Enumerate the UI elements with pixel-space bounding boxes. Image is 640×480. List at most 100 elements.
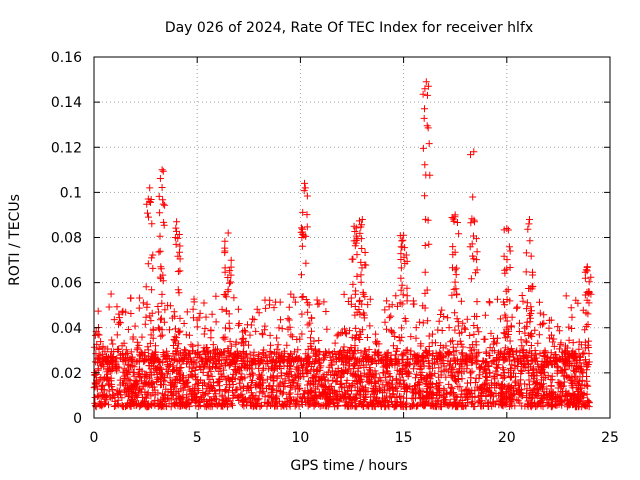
data-point xyxy=(178,355,186,363)
data-point xyxy=(121,388,129,396)
data-point xyxy=(566,398,573,406)
data-point xyxy=(172,240,180,248)
data-point xyxy=(488,389,496,397)
data-point xyxy=(460,357,468,365)
data-point xyxy=(252,327,260,335)
data-point xyxy=(512,373,519,381)
data-point xyxy=(531,399,539,407)
data-point xyxy=(584,310,592,318)
data-point xyxy=(210,393,218,401)
data-point xyxy=(239,394,247,402)
data-point xyxy=(177,349,185,357)
data-point xyxy=(552,401,560,409)
data-point xyxy=(549,389,557,396)
data-point xyxy=(429,330,436,338)
data-point xyxy=(236,364,244,372)
data-point xyxy=(367,367,374,375)
data-point xyxy=(503,323,511,331)
data-point xyxy=(173,227,180,235)
data-point xyxy=(584,361,592,368)
data-point xyxy=(135,341,143,349)
data-point xyxy=(285,303,293,311)
data-point xyxy=(378,398,386,406)
data-point xyxy=(480,357,488,365)
data-point xyxy=(403,284,411,292)
data-point xyxy=(322,308,330,315)
data-point xyxy=(581,326,589,334)
data-point xyxy=(341,394,349,402)
data-point xyxy=(372,370,380,378)
data-point xyxy=(99,342,107,350)
data-point xyxy=(275,324,283,332)
data-point xyxy=(380,386,388,394)
data-point xyxy=(196,309,204,317)
data-point xyxy=(530,385,538,393)
data-point xyxy=(273,345,281,353)
data-point xyxy=(227,349,235,357)
data-point xyxy=(572,384,580,392)
data-point xyxy=(523,323,531,331)
data-point xyxy=(516,319,523,327)
data-point xyxy=(489,357,497,365)
data-point xyxy=(227,271,235,279)
data-point xyxy=(580,349,588,357)
data-point xyxy=(412,374,419,382)
data-point xyxy=(581,382,589,390)
data-point xyxy=(286,365,294,373)
data-point xyxy=(557,393,565,401)
data-point xyxy=(351,342,359,350)
data-point xyxy=(506,264,514,271)
data-point xyxy=(510,369,517,377)
data-point xyxy=(142,394,150,402)
data-point xyxy=(154,324,162,332)
data-point xyxy=(419,319,427,327)
data-point xyxy=(151,356,159,364)
data-point xyxy=(501,344,509,352)
data-point xyxy=(299,394,307,402)
data-point xyxy=(565,336,573,344)
data-point xyxy=(189,385,197,392)
data-point xyxy=(467,275,475,283)
data-point xyxy=(388,357,395,365)
data-point xyxy=(255,350,263,358)
data-point xyxy=(224,288,232,296)
data-point xyxy=(115,363,123,371)
data-point xyxy=(399,236,407,244)
data-point xyxy=(540,311,548,319)
data-point xyxy=(531,380,539,388)
data-point xyxy=(463,357,471,365)
data-point xyxy=(393,347,400,355)
data-point xyxy=(401,367,409,375)
data-point xyxy=(222,324,229,332)
data-point xyxy=(568,379,575,387)
data-point xyxy=(572,352,580,360)
data-point xyxy=(301,179,308,187)
data-point xyxy=(229,391,237,399)
data-point xyxy=(546,334,553,342)
data-point xyxy=(505,243,513,251)
data-point xyxy=(203,347,211,355)
data-point xyxy=(91,394,99,401)
data-point xyxy=(398,333,406,341)
data-point xyxy=(334,351,342,359)
data-point xyxy=(258,329,266,337)
data-point xyxy=(102,392,110,400)
data-point xyxy=(117,391,124,399)
data-point xyxy=(386,314,394,322)
data-point xyxy=(207,327,215,335)
data-point xyxy=(356,376,364,384)
data-point xyxy=(161,201,169,209)
data-point xyxy=(192,402,200,410)
data-point xyxy=(320,356,328,364)
data-point xyxy=(302,232,310,240)
data-point xyxy=(378,357,386,364)
data-point xyxy=(356,310,364,318)
data-point xyxy=(346,327,353,335)
data-point xyxy=(281,375,289,383)
data-point xyxy=(507,384,515,392)
data-point xyxy=(164,394,171,402)
data-point xyxy=(177,398,185,406)
data-point xyxy=(482,373,490,381)
data-point xyxy=(303,192,311,200)
data-point xyxy=(149,251,157,259)
